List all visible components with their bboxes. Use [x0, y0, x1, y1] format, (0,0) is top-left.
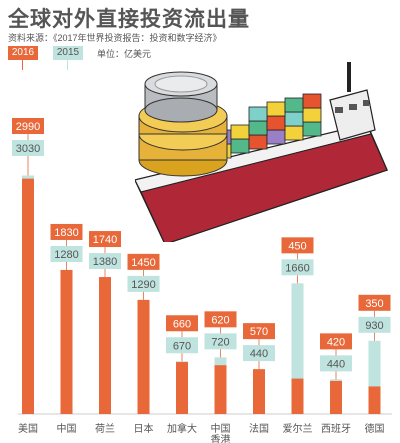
label-2015: 1290: [131, 279, 155, 291]
category-label: 日本: [134, 422, 154, 435]
label-2015-bg: [12, 140, 44, 156]
data-source: 资料来源：《2017年世界投资报告：投资和数字经济》: [8, 33, 222, 43]
label-2016-bg: [12, 118, 44, 134]
bar-2016: [291, 378, 304, 414]
label-2016: 660: [173, 318, 191, 330]
label-2015-bg: [204, 333, 237, 350]
category-label: 中国: [57, 422, 77, 435]
label-2016-bg: [320, 333, 352, 350]
label-2015: 1280: [54, 249, 78, 261]
category-label: 香港: [211, 434, 231, 443]
label-2016-bg: [166, 315, 198, 332]
label-2015-bg: [243, 345, 275, 362]
label-2015: 720: [211, 336, 229, 348]
ship-coins-illustration: [135, 62, 389, 242]
bar-2016: [60, 269, 73, 414]
coins-icon: [138, 71, 228, 177]
label-2015-bg: [50, 245, 83, 262]
label-2015-bg: [89, 253, 121, 270]
label-2016-bg: [358, 294, 391, 311]
label-2015-bg: [127, 275, 160, 292]
label-2016-bg: [50, 223, 83, 240]
category-label: 美国: [18, 422, 38, 435]
bar-2016: [253, 369, 265, 414]
bar-2016: [330, 380, 342, 414]
bar-2016: [214, 365, 227, 414]
bar-2016: [22, 178, 34, 414]
label-2016: 2990: [16, 121, 40, 133]
label-2016: 570: [250, 326, 268, 338]
label-2015: 440: [250, 348, 268, 360]
label-2016: 1740: [93, 234, 117, 246]
category-label: 中国: [211, 422, 231, 435]
label-2016-bg: [89, 231, 121, 248]
label-2016-bg: [243, 323, 275, 340]
label-2015: 3030: [16, 143, 40, 155]
label-2016: 620: [211, 314, 229, 326]
category-label: 德国: [365, 422, 385, 435]
legend-2015: 2015: [53, 46, 83, 60]
bar-2016: [176, 362, 188, 414]
label-2015-bg: [166, 337, 198, 354]
label-2016: 420: [327, 336, 345, 348]
bar-2016: [137, 299, 150, 414]
bar-2016: [99, 277, 111, 414]
bar-2016: [368, 386, 381, 414]
category-label: 爱尔兰: [283, 422, 313, 435]
legend-2016-stem: [22, 60, 23, 70]
chart-title: 全球对外直接投资流出量: [8, 8, 250, 31]
label-2015: 670: [173, 340, 191, 352]
label-2016: 350: [365, 298, 383, 310]
label-2015-bg: [281, 259, 314, 276]
category-label: 西班牙: [321, 423, 351, 435]
legend-2015-stem: [67, 60, 68, 70]
label-2016: 450: [288, 240, 306, 252]
category-label: 荷兰: [95, 422, 115, 435]
unit-label: 单位：亿美元: [97, 49, 152, 59]
label-2015-bg: [358, 316, 391, 333]
label-2016-bg: [281, 237, 314, 254]
category-label: 法国: [249, 422, 269, 435]
label-2015: 440: [327, 358, 345, 370]
category-label: 加拿大: [167, 422, 197, 435]
label-2016: 1450: [131, 257, 155, 269]
label-2016-bg: [204, 311, 237, 328]
label-2016-bg: [127, 253, 160, 270]
label-2016: 1830: [54, 227, 78, 239]
label-2015: 1660: [285, 262, 309, 274]
label-2015: 930: [365, 320, 383, 332]
label-2015: 1380: [93, 256, 117, 268]
legend-2016: 2016: [8, 46, 38, 60]
label-2015-bg: [320, 355, 352, 372]
